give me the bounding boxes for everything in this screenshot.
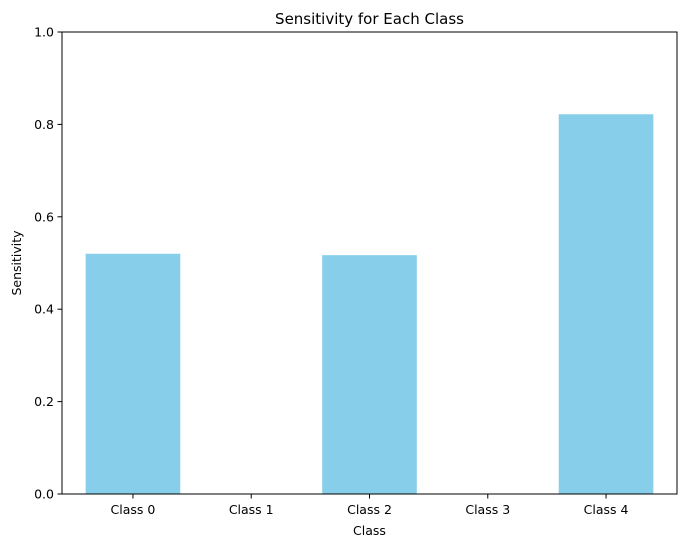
y-tick-label: 0.4 [34, 302, 54, 317]
y-tick-label: 0.8 [34, 117, 54, 132]
plot-frame [61, 31, 678, 495]
y-axis-title: Sensitivity [9, 230, 24, 296]
x-axis: Class 0 Class 1 Class 2 Class 3 Class 4 [111, 494, 629, 517]
x-tick-label: Class 1 [229, 502, 274, 517]
y-tick-label: 0.2 [34, 394, 54, 409]
y-axis: 0.0 0.2 0.4 0.6 0.8 1.0 [34, 25, 62, 502]
x-tick-label: Class 2 [347, 502, 392, 517]
y-tick-label: 0.0 [34, 487, 54, 502]
chart-title: Sensitivity for Each Class [275, 10, 464, 28]
x-tick-label: Class 4 [584, 502, 629, 517]
y-tick-label: 0.6 [34, 209, 54, 224]
bar-class-2 [322, 255, 417, 494]
y-tick-label: 1.0 [34, 25, 54, 40]
x-axis-title: Class [353, 523, 386, 538]
x-tick-label: Class 3 [465, 502, 510, 517]
bars-group [85, 114, 654, 495]
bar-class-0 [85, 253, 181, 494]
bar-class-4 [558, 114, 654, 495]
x-tick-label: Class 0 [111, 502, 156, 517]
